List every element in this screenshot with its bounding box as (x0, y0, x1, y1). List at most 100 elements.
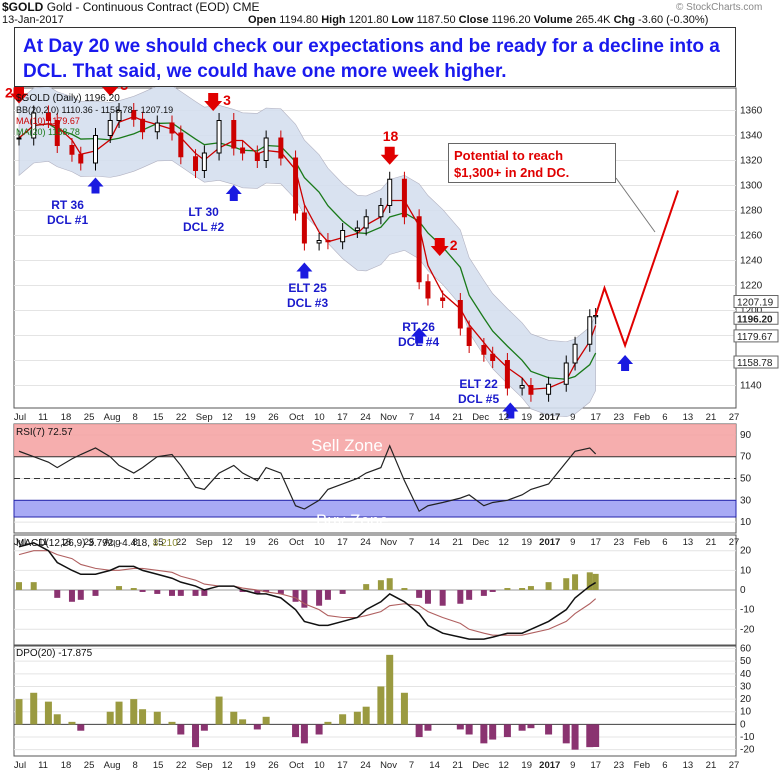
x-tick-label: Sep (196, 412, 213, 423)
x-tick-label: 21 (452, 537, 463, 548)
volume-value: 265.4K (575, 14, 611, 26)
x-tick-label: 7 (409, 760, 414, 771)
candle-body (193, 156, 199, 171)
candle-body (54, 120, 60, 146)
rsi-panel: 10 30 50 70 90 (13, 423, 752, 534)
x-tick-label: 23 (614, 760, 625, 771)
candle-body (92, 135, 98, 164)
price-tag-label: 1207.19 (737, 298, 774, 309)
x-tick-label: 21 (452, 760, 463, 771)
dpo-bar (153, 711, 161, 725)
macd-hist-bar (504, 588, 511, 590)
day-count-arrow (380, 146, 399, 165)
candle-body (481, 345, 487, 355)
y-tick-label: 10 (740, 517, 752, 528)
dcl-arrow (87, 177, 104, 194)
dpo-bar (339, 714, 347, 725)
dpo-bar (353, 711, 361, 725)
candle-body (546, 383, 552, 395)
x-tick-label: 24 (360, 537, 371, 548)
candle-body (387, 178, 393, 206)
candle-body (316, 240, 322, 244)
macd-hist-bar (316, 590, 323, 606)
x-tick-label: 7 (409, 537, 414, 548)
macd-hist-bar (130, 588, 137, 590)
y-tick-label: 30 (740, 495, 752, 506)
macd-hist-bar (586, 572, 593, 590)
candle-body (466, 327, 472, 346)
y-tick-label: -10 (740, 605, 755, 616)
dpo-bar (465, 724, 473, 735)
macd-hist-bar (16, 582, 22, 590)
dpo-bar (239, 719, 247, 725)
x-tick-label: 15 (153, 760, 164, 771)
dpo-bar (518, 724, 526, 731)
cycle-label: LT 30 DCL #2 (183, 205, 225, 234)
macd-hist-bar (263, 590, 270, 592)
dpo-bar (362, 706, 370, 725)
candle-body (293, 157, 299, 214)
macd-value: 3.792, (88, 538, 117, 549)
low-value: 1187.50 (416, 14, 456, 26)
macd-signal-value: -4.418, (118, 538, 150, 549)
instrument-name: Gold - Continuous Contract (EOD) (46, 0, 230, 14)
x-tick-label: 12 (222, 537, 233, 548)
x-tick-label: 17 (591, 760, 602, 771)
legend-ma20: MA(20) 1158.78 (16, 127, 80, 137)
x-tick-label: 10 (314, 760, 325, 771)
candle-body (278, 137, 284, 159)
x-tick-label: 11 (38, 412, 48, 423)
y-tick-label: 50 (740, 474, 752, 485)
x-tick-label: 14 (429, 760, 440, 771)
x-tick-label: 8 (133, 412, 138, 423)
dpo-bar (480, 724, 488, 744)
y-tick-label: 0 (740, 719, 746, 730)
day-count-arrow (204, 93, 223, 111)
macd-hist-value: 8.210 (152, 538, 178, 549)
candle-body (254, 152, 260, 161)
open-label: Open (248, 14, 277, 26)
macd-hist-bar (292, 590, 299, 602)
macd-hist-bar (439, 590, 446, 606)
close-label: Close (458, 14, 489, 26)
x-tick-label: 12 (222, 760, 233, 771)
dpo-bar (315, 724, 323, 735)
dpo-bar (15, 699, 23, 725)
high-label: High (321, 14, 346, 26)
candle-body (504, 360, 510, 389)
open-value: 1194.80 (279, 14, 319, 26)
x-tick-label: Aug (104, 412, 121, 423)
x-tick-label: 6 (662, 760, 667, 771)
x-tick-label: 19 (521, 760, 532, 771)
y-tick-label: 1200 (740, 306, 763, 317)
candle-body (201, 152, 207, 171)
macd-hist-bar (401, 588, 408, 590)
x-tick-label: 6 (662, 537, 667, 548)
dcl-arrow (617, 355, 634, 371)
x-tick-label: Jul (14, 760, 26, 771)
dpo-bar (545, 724, 553, 735)
y-tick-label: 90 (740, 430, 752, 441)
macd-hist-bar (77, 590, 84, 600)
dpo-bar (53, 714, 61, 725)
commentary-box: At Day 20 we should check our expectatio… (14, 27, 736, 87)
candle-body (169, 122, 175, 134)
x-tick-label: 22 (176, 412, 187, 423)
legend-main: $GOLD (Daily) 1196.20 (16, 93, 120, 104)
macd-hist-bar (239, 590, 246, 592)
exchange: CME (232, 0, 260, 14)
dpo-bar (68, 721, 76, 725)
candle-body (325, 240, 331, 243)
macd-hist-bar (545, 582, 552, 590)
legend-macd: MACD(12,26,9) 3.792, -4.418, 8.210 (16, 538, 178, 549)
x-tick-label: 21 (706, 412, 717, 423)
x-tick-label: 17 (337, 412, 348, 423)
macd-hist-bar (30, 582, 37, 590)
candle-body (457, 300, 463, 329)
dpo-bar (377, 686, 385, 725)
dpo-bar (115, 701, 123, 725)
sell-zone-label: Sell Zone (311, 436, 383, 455)
x-tick-label: Feb (634, 537, 650, 548)
x-tick-label: 12 (222, 412, 233, 423)
